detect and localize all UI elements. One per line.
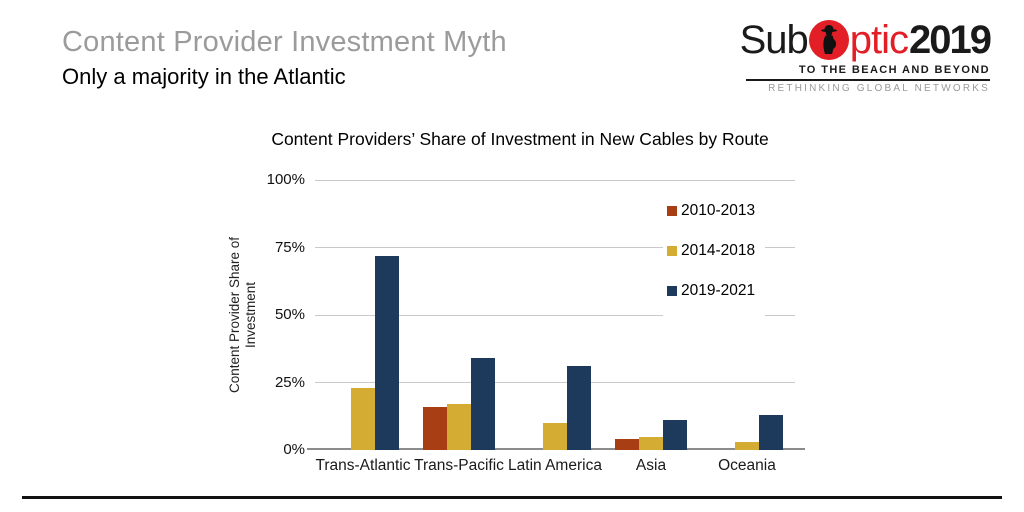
- legend: 2010-2013 2014-2018 2019-2021: [663, 198, 766, 322]
- legend-swatch-icon: [667, 245, 677, 256]
- bar-2014-2018-latin-america: [543, 423, 567, 450]
- bar-2014-2018-asia: [639, 436, 663, 450]
- plot-area: 2010-2013 2014-2018 2019-2021: [307, 179, 805, 450]
- legend-swatch-icon: [667, 205, 677, 216]
- slide-subtitle: Only a majority in the Atlantic: [62, 64, 346, 89]
- bar-slot: [423, 406, 447, 450]
- legend-label: 2019-2021: [681, 281, 756, 299]
- logo-wordmark: Sub ptic 2019: [740, 16, 992, 64]
- bar-slot: [375, 255, 399, 450]
- logo-text-ptic: ptic: [849, 17, 909, 62]
- bar-slot: [351, 387, 375, 450]
- bar-group-oceania: [699, 180, 795, 450]
- bar-group-trans-atlantic: [315, 180, 411, 450]
- footer-divider: [22, 496, 1002, 499]
- y-axis-title-line1: Content Provider Share of: [227, 236, 242, 394]
- x-axis-label-trans-atlantic: Trans-Atlantic: [315, 457, 411, 474]
- bar-2019-2021-latin-america: [567, 366, 591, 450]
- y-axis-title-line2: Investment: [243, 281, 258, 349]
- bar-slot: [615, 439, 639, 450]
- bar-2010-2013-trans-pacific: [423, 406, 447, 450]
- legend-label: 2014-2018: [681, 241, 756, 259]
- sax-player-icon: [808, 20, 849, 60]
- bar-slot: [735, 441, 759, 450]
- bar-slot: [447, 404, 471, 450]
- gridline-25: [315, 382, 795, 383]
- x-axis-label-latin-america: Latin America: [508, 457, 602, 474]
- y-axis-title: Content Provider Share of Investment: [223, 180, 263, 450]
- legend-entry-2010-2013: 2010-2013: [667, 202, 755, 219]
- bar-2014-2018-trans-atlantic: [351, 387, 375, 450]
- bar-2019-2021-oceania: [759, 414, 783, 450]
- bar-groups: [315, 180, 795, 450]
- bar-2019-2021-trans-atlantic: [375, 255, 399, 450]
- bar-slot: [759, 414, 783, 450]
- suboptic-logo: Sub ptic 2019 TO THE BEACH AND BEYOND RE: [740, 16, 992, 95]
- legend-label: 2010-2013: [681, 201, 756, 219]
- logo-text-year: 2019: [909, 17, 992, 62]
- gridline-50: [315, 314, 795, 316]
- bar-slot: [567, 366, 591, 450]
- gridline-100: [315, 179, 795, 181]
- bar-2014-2018-trans-pacific: [447, 404, 471, 450]
- logo-divider: [746, 79, 990, 81]
- bar-2019-2021-asia: [663, 420, 687, 450]
- bar-group-trans-pacific: [411, 180, 507, 450]
- bar-2019-2021-trans-pacific: [471, 358, 495, 450]
- bar-group-latin-america: [507, 180, 603, 450]
- bar-slot: [639, 436, 663, 450]
- logo-subtagline: RETHINKING GLOBAL NETWORKS: [768, 83, 990, 94]
- bar-group-asia: [603, 180, 699, 450]
- bar-slot: [543, 423, 567, 450]
- bar-chart: Content Providers’ Share of Investment i…: [215, 125, 825, 485]
- chart-title: Content Providers’ Share of Investment i…: [271, 129, 769, 149]
- y-axis-ticks: 0% 25% 50% 75% 100%: [263, 171, 315, 458]
- y-tick-label-25: 25%: [274, 373, 305, 391]
- legend-entry-2019-2021: 2019-2021: [667, 282, 755, 299]
- bar-slot: [471, 358, 495, 450]
- legend-entry-2014-2018: 2014-2018: [667, 242, 755, 259]
- y-tick-label-100: 100%: [266, 171, 305, 188]
- y-tick-label-50: 50%: [274, 306, 305, 323]
- bar-2014-2018-oceania: [735, 441, 759, 450]
- bar-2010-2013-asia: [615, 439, 639, 450]
- logo-text-sub: Sub: [739, 17, 809, 62]
- x-axis-labels: Trans-Atlantic Trans-Pacific Latin America…: [315, 457, 795, 475]
- x-axis-label-trans-pacific: Trans-Pacific: [414, 457, 504, 474]
- bar-slot: [663, 420, 687, 450]
- x-axis-label-asia: Asia: [635, 457, 667, 474]
- legend-swatch-icon: [667, 285, 677, 296]
- y-axis-title-text: Content Provider Share of Investment: [227, 237, 259, 393]
- y-tick-label-75: 75%: [274, 238, 305, 256]
- gridline-75: [315, 247, 795, 248]
- logo-tagline: TO THE BEACH AND BEYOND: [798, 64, 990, 76]
- x-axis-label-oceania: Oceania: [718, 457, 776, 474]
- slide-title: Content Provider Investment Myth: [62, 26, 507, 58]
- y-tick-label-0: 0%: [283, 441, 305, 458]
